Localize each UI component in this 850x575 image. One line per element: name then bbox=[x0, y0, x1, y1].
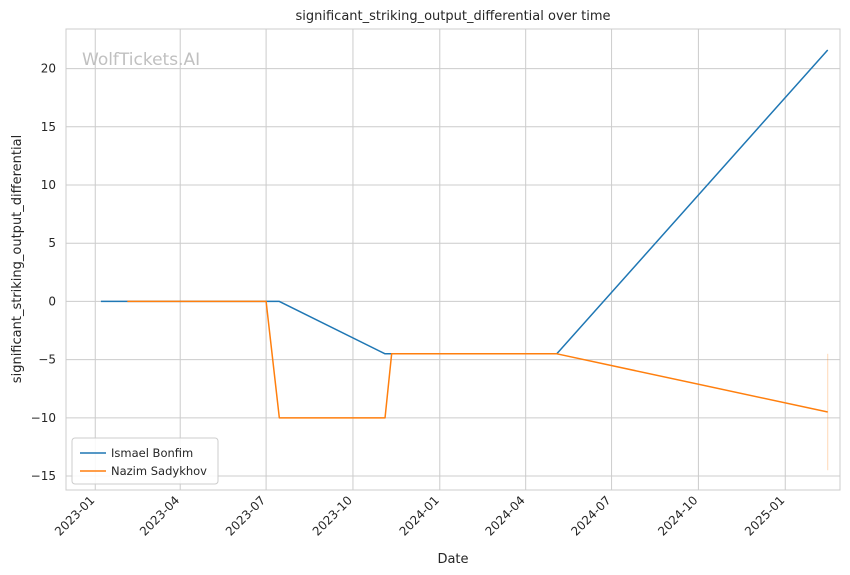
y-tick-label: −10 bbox=[31, 411, 56, 425]
watermark: WolfTickets.AI bbox=[82, 50, 200, 70]
legend: Ismael Bonfim Nazim Sadykhov bbox=[71, 437, 219, 485]
y-tick-label: 15 bbox=[41, 120, 56, 134]
plot-frame bbox=[65, 28, 841, 491]
y-tick-label: −5 bbox=[38, 353, 56, 367]
y-axis-title: significant_striking_output_differential bbox=[10, 135, 25, 383]
grid bbox=[66, 29, 840, 490]
x-tick-label: 2023-10 bbox=[310, 493, 355, 538]
series-layer bbox=[100, 49, 829, 471]
y-tick-label: 20 bbox=[41, 62, 56, 76]
legend-box bbox=[71, 437, 219, 485]
x-tick-label: 2023-01 bbox=[52, 493, 97, 538]
x-tick-label: 2023-04 bbox=[137, 493, 182, 538]
x-tick-label: 2024-01 bbox=[397, 493, 442, 538]
x-tick-label: 2023-07 bbox=[223, 493, 268, 538]
y-tick-labels: −15 −10 −5 0 5 10 15 20 bbox=[31, 62, 56, 483]
legend-label-nazim-sadykhov: Nazim Sadykhov bbox=[111, 464, 207, 478]
series-line-ismael-bonfim bbox=[100, 49, 829, 355]
chart-title: significant_striking_output_differential… bbox=[296, 9, 611, 24]
x-axis-title: Date bbox=[437, 552, 468, 567]
x-tick-label: 2025-01 bbox=[742, 493, 787, 538]
legend-label-ismael-bonfim: Ismael Bonfim bbox=[111, 446, 193, 460]
y-tick-label: −15 bbox=[31, 469, 56, 483]
x-tick-label: 2024-04 bbox=[482, 493, 527, 538]
x-tick-label: 2024-10 bbox=[655, 493, 700, 538]
y-tick-label: 5 bbox=[48, 236, 56, 250]
y-tick-label: 10 bbox=[41, 178, 56, 192]
x-tick-label: 2024-07 bbox=[568, 493, 613, 538]
y-tick-label: 0 bbox=[48, 294, 56, 308]
x-tick-labels: 2023-01 2023-04 2023-07 2023-10 2024-01 2024-… bbox=[52, 493, 787, 538]
